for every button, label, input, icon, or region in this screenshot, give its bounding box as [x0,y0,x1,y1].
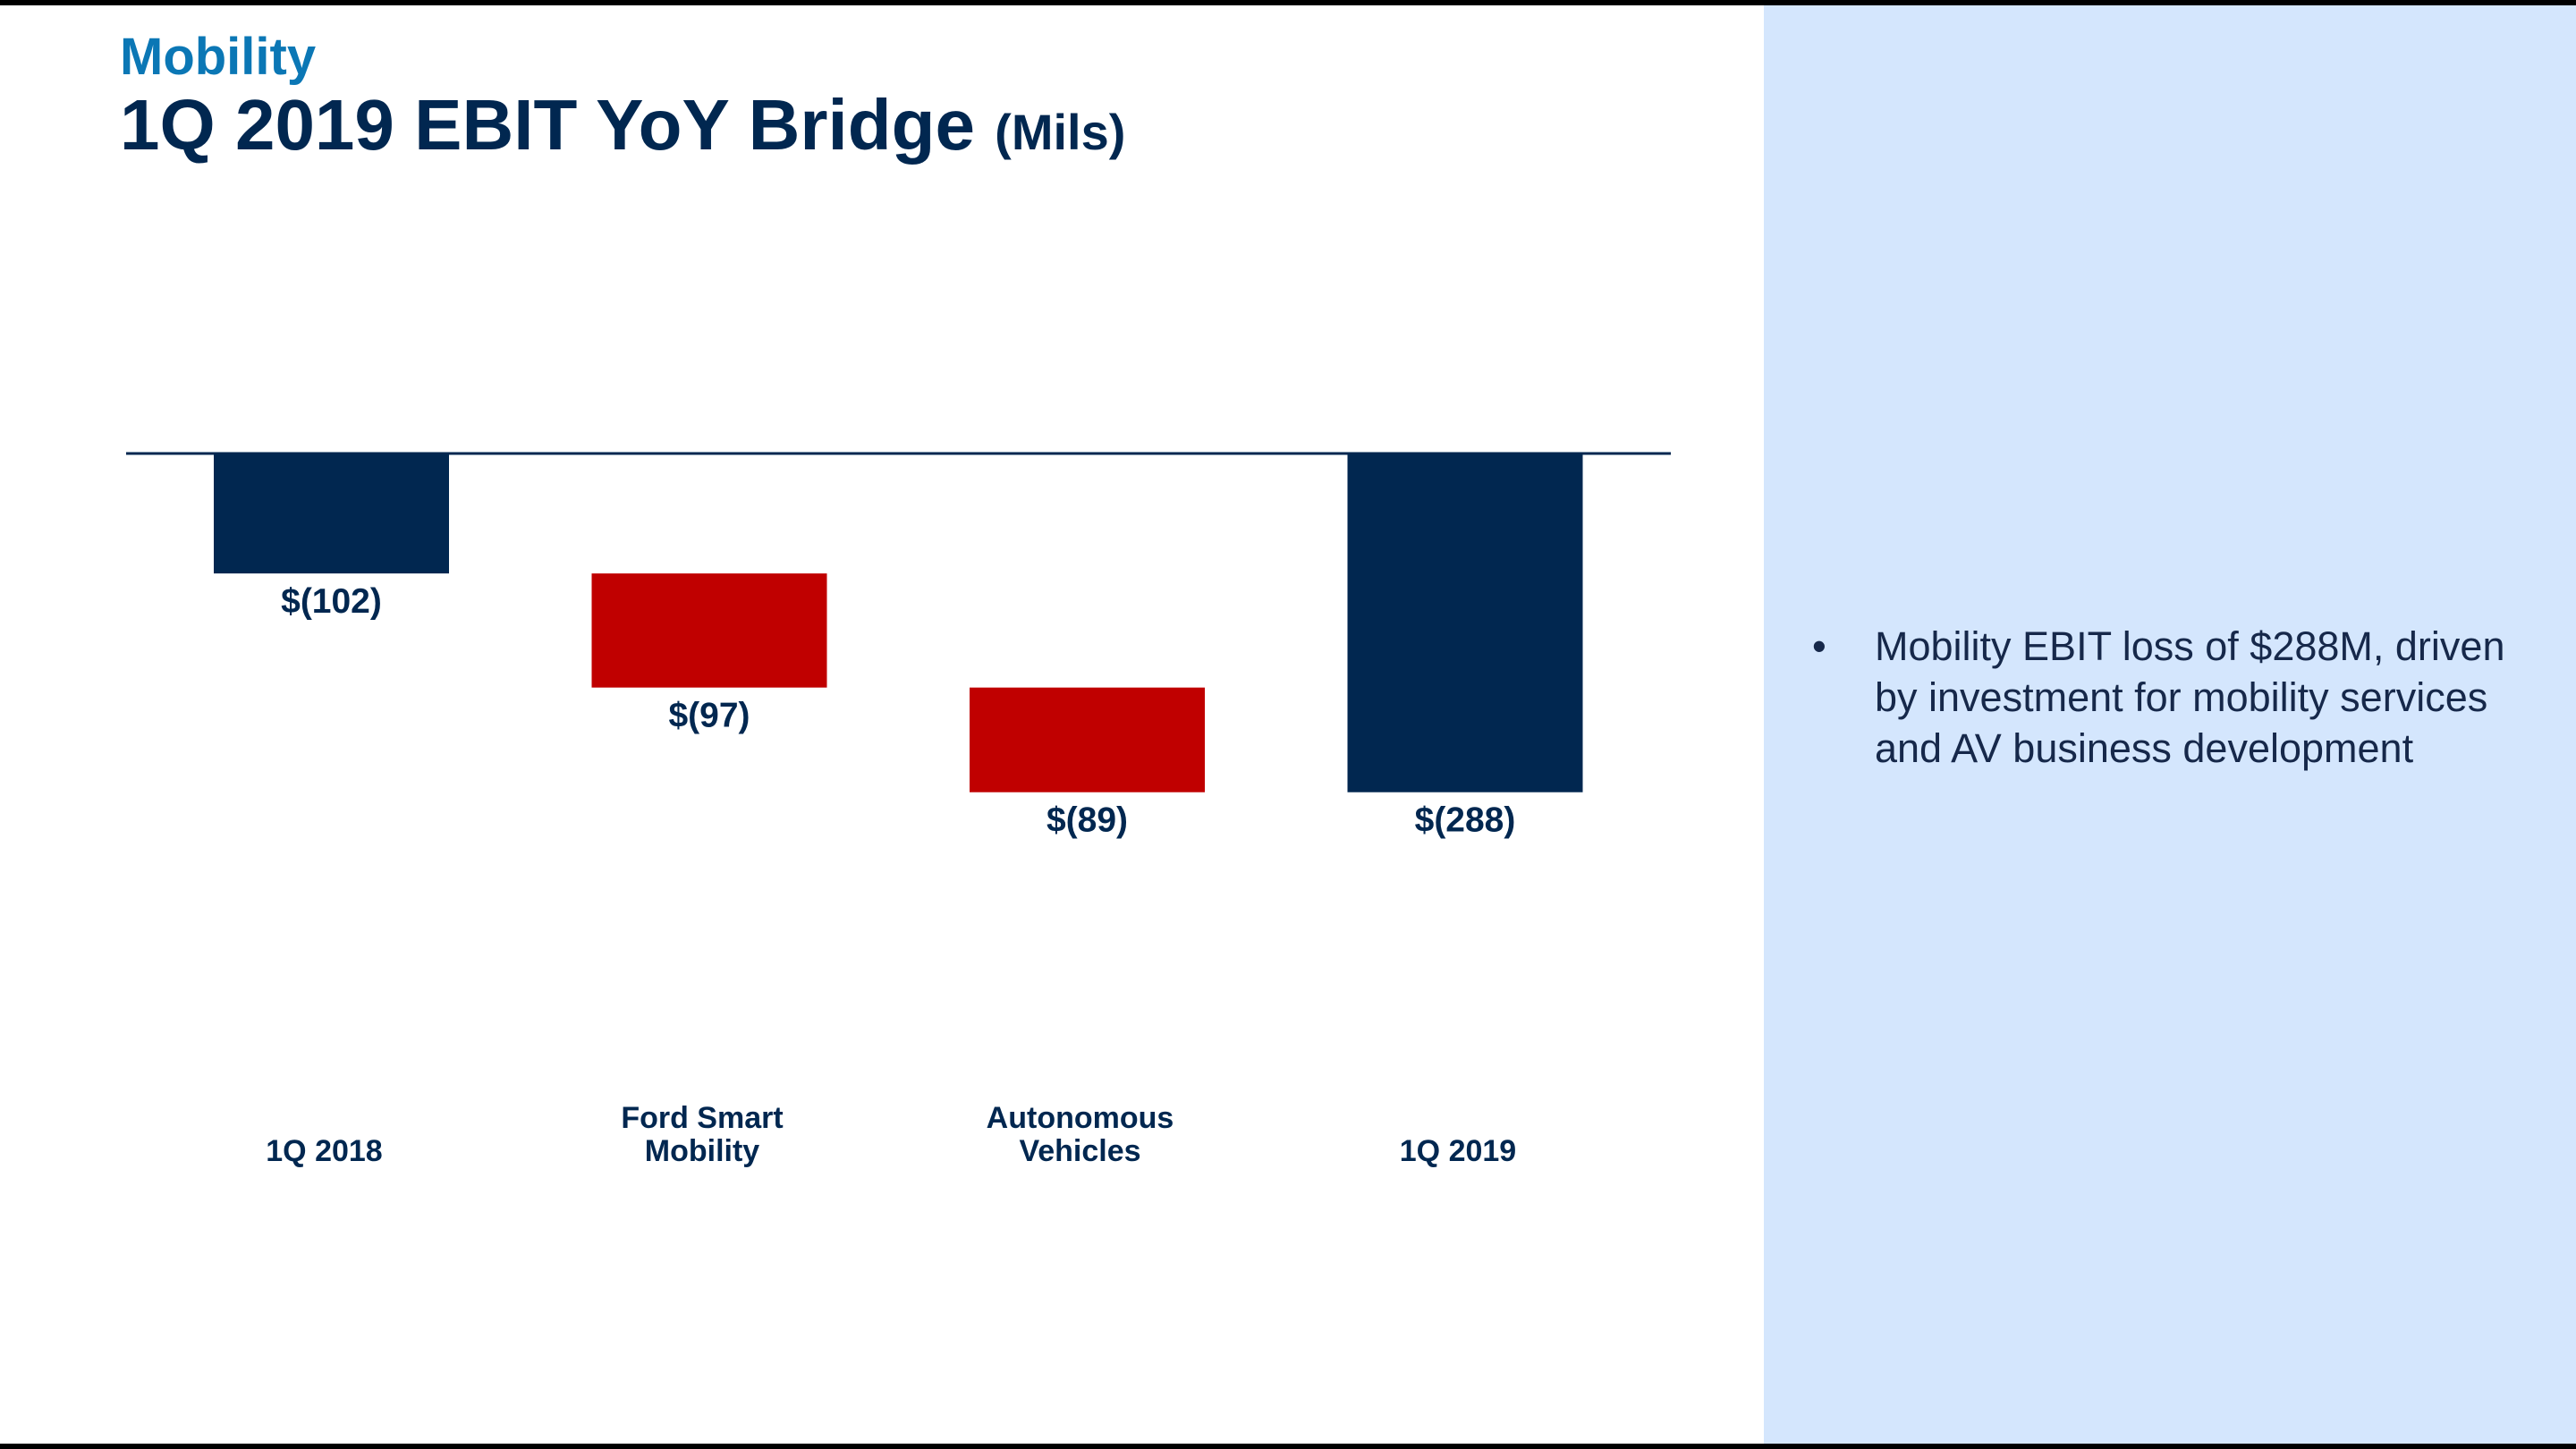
bullet-dot: • [1812,623,1826,669]
bullet-text: Mobility EBIT loss of $288M, driven by i… [1875,623,2505,771]
bar-3 [1347,453,1583,792]
category-label: Autonomous Vehicles [987,1101,1174,1168]
section-label: Mobility [120,28,317,86]
title-unit: (Mils) [995,104,1126,160]
page-title: 1Q 2019 EBIT YoY Bridge (Mils) [120,84,1125,166]
waterfall-chart: $(102) 1Q 2018 $(97) Ford Smart Mobility $(89… [126,452,1671,1168]
data-label: $(89) [1046,801,1128,840]
category-label: 1Q 2019 [1400,1134,1516,1168]
title-text: 1Q 2019 EBIT YoY Bridge [120,85,975,165]
data-label: $(288) [1415,801,1516,840]
bullet-item: • Mobility EBIT loss of $288M, driven by… [1812,621,2528,774]
data-label: $(102) [281,582,382,621]
category-label: Ford Smart Mobility [621,1101,783,1168]
bar-0 [214,453,449,574]
top-border [0,0,2576,5]
data-label: $(97) [668,697,750,735]
commentary-panel [1764,5,2576,1444]
category-label: 1Q 2018 [266,1134,382,1168]
bar-2 [970,687,1205,792]
bottom-border [0,1444,2576,1449]
bar-1 [591,573,827,688]
